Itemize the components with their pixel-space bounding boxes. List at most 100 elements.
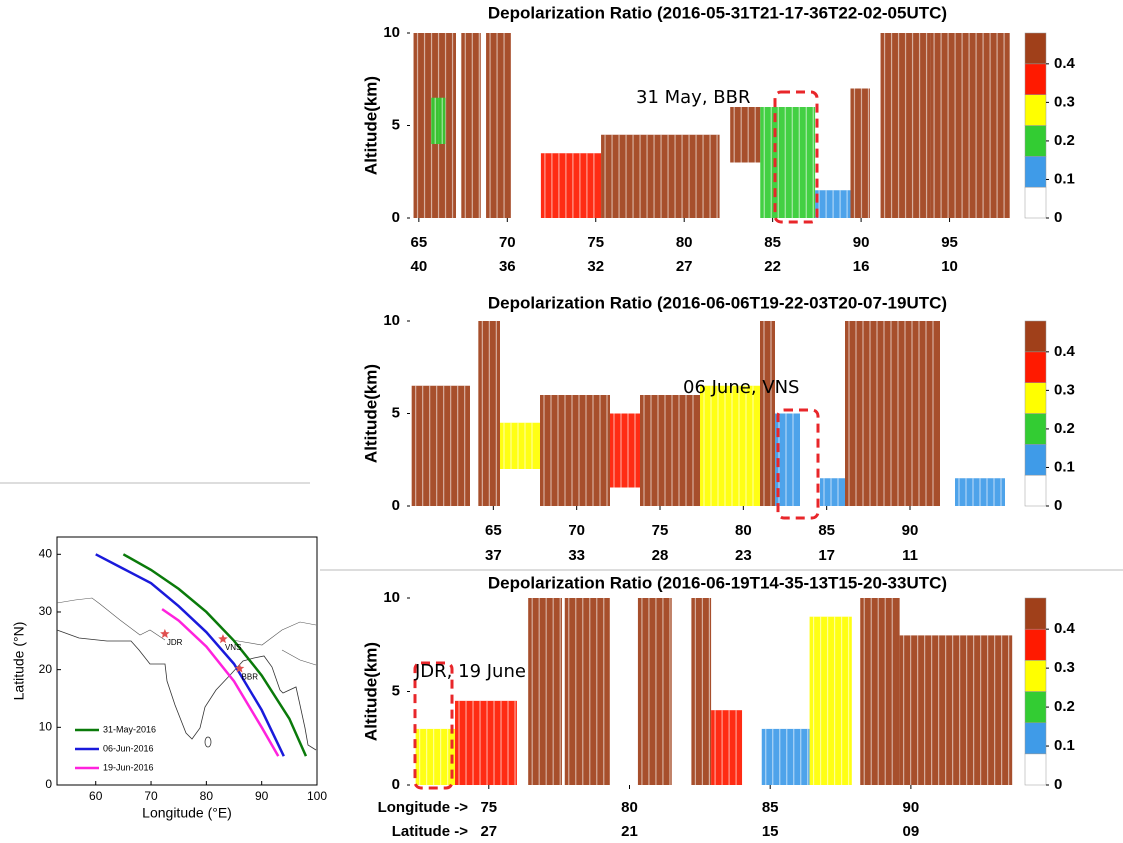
y-axis-label: Latitude (°N) bbox=[11, 622, 27, 701]
x2-tick-label: 16 bbox=[853, 258, 870, 275]
station-label: VNS bbox=[225, 643, 241, 652]
x-tick-label: 75 bbox=[587, 234, 604, 251]
cloud-layer bbox=[415, 728, 456, 785]
colorbar-swatch bbox=[1024, 382, 1047, 414]
colorbar-swatch bbox=[1024, 320, 1047, 353]
station-label: JDR bbox=[167, 638, 183, 647]
y-tick-label: 0 bbox=[45, 777, 52, 791]
x-tick-label: 90 bbox=[853, 234, 870, 251]
cloud-layer bbox=[850, 88, 870, 218]
legend-label: 19-Jun-2016 bbox=[103, 762, 154, 772]
colorbar-swatch bbox=[1024, 628, 1047, 661]
border bbox=[56, 597, 317, 666]
colorbar-swatch bbox=[1024, 125, 1047, 157]
colorbar-tick-label: 0 bbox=[1054, 497, 1062, 514]
y-axis-label: Altitude(km) bbox=[361, 642, 380, 741]
x-tick-label: 80 bbox=[621, 799, 638, 816]
colorbar-tick-label: 0.2 bbox=[1054, 132, 1075, 149]
y-tick-label: 5 bbox=[392, 116, 400, 133]
x-tick-label: 70 bbox=[568, 522, 585, 539]
cloud-layer bbox=[809, 616, 852, 785]
y-tick-label: 0 bbox=[392, 776, 400, 793]
x2-tick-label: 15 bbox=[762, 823, 779, 840]
x-tick-label: 90 bbox=[255, 789, 269, 803]
colorbar-swatch bbox=[1024, 753, 1047, 786]
series-line bbox=[122, 553, 308, 757]
y-tick-label: 40 bbox=[39, 546, 53, 560]
colorbar-swatch bbox=[1024, 722, 1047, 755]
cloud-layer bbox=[411, 385, 470, 506]
x2-tick-label: 33 bbox=[568, 547, 585, 564]
colorbar-tick-label: 0.3 bbox=[1054, 381, 1075, 398]
cloud-layer bbox=[564, 598, 610, 785]
y-tick-label: 0 bbox=[392, 209, 400, 226]
x-tick-label: 100 bbox=[307, 789, 327, 803]
cloud-layer bbox=[711, 710, 743, 785]
colorbar-swatch bbox=[1024, 351, 1047, 383]
colorbar-tick-label: 0.1 bbox=[1054, 737, 1075, 754]
x2-tick-label: 11 bbox=[902, 547, 918, 564]
cloud-layer bbox=[760, 107, 816, 218]
x2-tick-label: 37 bbox=[485, 547, 502, 564]
station-marker bbox=[218, 634, 228, 644]
x-tick-label: 85 bbox=[764, 234, 781, 251]
series-line bbox=[95, 553, 285, 757]
colorbar-swatch bbox=[1024, 660, 1047, 692]
x-tick-label: 65 bbox=[411, 234, 428, 251]
colorbar-swatch bbox=[1024, 691, 1047, 723]
x-tick-label: 80 bbox=[676, 234, 693, 251]
x-tick-label: 75 bbox=[480, 799, 497, 816]
highlight-box bbox=[776, 408, 820, 520]
station-label: BBR bbox=[242, 673, 259, 682]
x-tick-label: 70 bbox=[499, 234, 516, 251]
colorbar-tick-label: 0.2 bbox=[1054, 420, 1075, 437]
cloud-layer bbox=[760, 321, 775, 506]
x-tick-label: 60 bbox=[89, 789, 103, 803]
cloud-layer bbox=[540, 153, 602, 218]
map: 60 70 80 90 100 0 10 20 30 40 Longitude (°E) Latitu… bbox=[11, 536, 327, 821]
x2-tick-label: 27 bbox=[676, 258, 693, 275]
annotation: JDR, 19 June bbox=[414, 661, 526, 682]
cloud-layer bbox=[461, 33, 481, 218]
colorbar-swatch bbox=[1024, 32, 1047, 65]
cloud-layer bbox=[899, 635, 1013, 785]
colorbar-tick-label: 0.3 bbox=[1054, 93, 1075, 110]
map-frame bbox=[56, 536, 318, 786]
x2-tick-label: 09 bbox=[903, 823, 920, 840]
colorbar-swatch bbox=[1024, 444, 1047, 476]
colorbar-swatch bbox=[1024, 474, 1047, 507]
cloud-layer bbox=[930, 33, 1010, 218]
y-tick-label: 0 bbox=[392, 497, 400, 514]
x-tick-label: 80 bbox=[200, 789, 214, 803]
coastline bbox=[204, 736, 212, 748]
x2-tick-label: 28 bbox=[652, 547, 669, 564]
colorbar-swatch bbox=[1024, 186, 1047, 219]
y-tick-label: 30 bbox=[39, 604, 53, 618]
x-tick-label: 90 bbox=[902, 522, 919, 539]
y-tick-label: 10 bbox=[383, 24, 400, 41]
cloud-layer bbox=[640, 395, 700, 506]
x2-tick-label: 27 bbox=[480, 823, 497, 840]
y-tick-label: 10 bbox=[383, 312, 400, 329]
x-tick-label: 65 bbox=[485, 522, 502, 539]
cloud-layer bbox=[860, 598, 900, 785]
x2-tick-label: 10 bbox=[941, 258, 958, 275]
coastline bbox=[56, 629, 317, 751]
colorbar-tick-label: 0.2 bbox=[1054, 698, 1075, 715]
station-marker bbox=[160, 628, 170, 638]
y-tick-label: 5 bbox=[392, 682, 400, 699]
x2-tick-label: 32 bbox=[587, 258, 604, 275]
y-tick-label: 10 bbox=[39, 719, 53, 733]
colorbar-tick-label: 0.1 bbox=[1054, 458, 1075, 475]
x2-axis-label: Latitude -> bbox=[392, 823, 468, 840]
x-axis-label: Longitude (°E) bbox=[142, 805, 232, 821]
station-marker bbox=[234, 663, 245, 673]
colorbar-swatch bbox=[1024, 413, 1047, 445]
legend-label: 06-Jun-2016 bbox=[103, 743, 154, 753]
x-tick-label: 85 bbox=[818, 522, 835, 539]
chart-title: Depolarization Ratio (2016-06-19T14-35-1… bbox=[488, 573, 947, 592]
colorbar-swatch bbox=[1024, 156, 1047, 188]
x-axis-label: Longitude -> bbox=[378, 799, 469, 816]
x2-tick-label: 36 bbox=[499, 258, 516, 275]
